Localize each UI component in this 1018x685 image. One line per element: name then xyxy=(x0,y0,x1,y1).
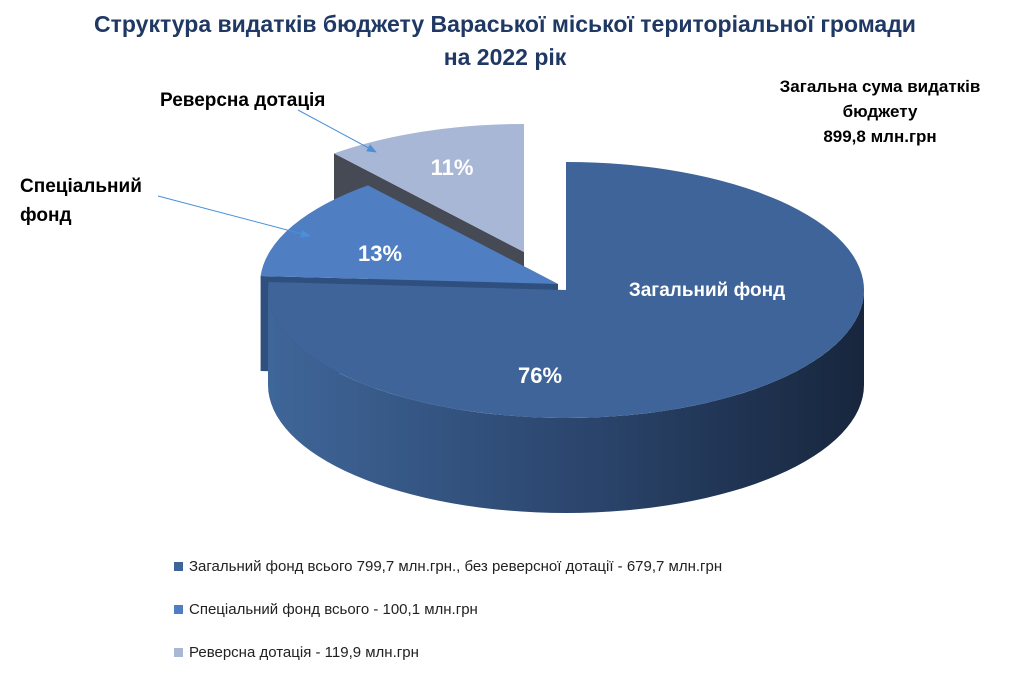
legend-label: Загальний фонд всього 799,7 млн.грн., бе… xyxy=(189,557,723,575)
legend-swatch xyxy=(174,604,183,614)
pie-slice-labels: 76% 13% 11% Загальний фонд xyxy=(358,155,785,388)
pie-chart: 76% 13% 11% Загальний фонд xyxy=(157,109,865,513)
total-note-line1: Загальна сума видатків xyxy=(779,77,981,96)
chart-title: Структура видатків бюджету Вараської міс… xyxy=(0,8,1010,74)
chart-title-line2: на 2022 рік xyxy=(443,44,567,70)
total-note-line3: 899,8 млн.грн xyxy=(823,127,937,146)
callout-special-line2: фонд xyxy=(20,205,72,226)
slice-general-fund-top xyxy=(268,162,865,418)
total-note-line2: бюджету xyxy=(842,102,918,121)
slice-general-fund-percent-label: 76% xyxy=(518,363,562,388)
total-expenditure-note: Загальна сума видатків бюджету 899,8 млн… xyxy=(740,74,1018,149)
callout-reverse-line1: Реверсна дотація xyxy=(160,90,326,111)
legend-swatch xyxy=(174,561,183,571)
chart-title-line1: Структура видатків бюджету Вараської міс… xyxy=(94,11,916,37)
callout-special-fund: Спеціальний фонд xyxy=(20,172,142,230)
legend-item-general-fund: Загальний фонд всього 799,7 млн.грн., бе… xyxy=(174,556,722,576)
slice-special-fund-percent-label: 13% xyxy=(358,241,402,266)
leader-line-reverse xyxy=(297,109,377,153)
callout-special-line1: Спеціальний xyxy=(20,176,142,197)
slice-reverse-subsidy-percent-label: 11% xyxy=(431,155,474,180)
legend-label: Спеціальний фонд всього - 100,1 млн.грн xyxy=(189,600,478,618)
chart-legend: Загальний фонд всього 799,7 млн.грн., бе… xyxy=(174,556,722,685)
callout-reverse-subsidy: Реверсна дотація xyxy=(160,86,325,115)
slice-general-fund-name-label: Загальний фонд xyxy=(629,280,785,301)
leader-line-special xyxy=(157,195,311,238)
legend-label: Реверсна дотація - 119,9 млн.грн xyxy=(189,643,419,661)
slice-general-fund-outer-side-0 xyxy=(268,290,864,513)
legend-item-reverse-subsidy: Реверсна дотація - 119,9 млн.грн xyxy=(174,642,722,662)
pie-slices xyxy=(260,124,865,513)
legend-item-special-fund: Спеціальний фонд всього - 100,1 млн.грн xyxy=(174,599,722,619)
slice-special-fund-top xyxy=(260,185,558,284)
legend-swatch xyxy=(174,647,183,657)
slice-reverse-subsidy-top xyxy=(334,124,524,252)
